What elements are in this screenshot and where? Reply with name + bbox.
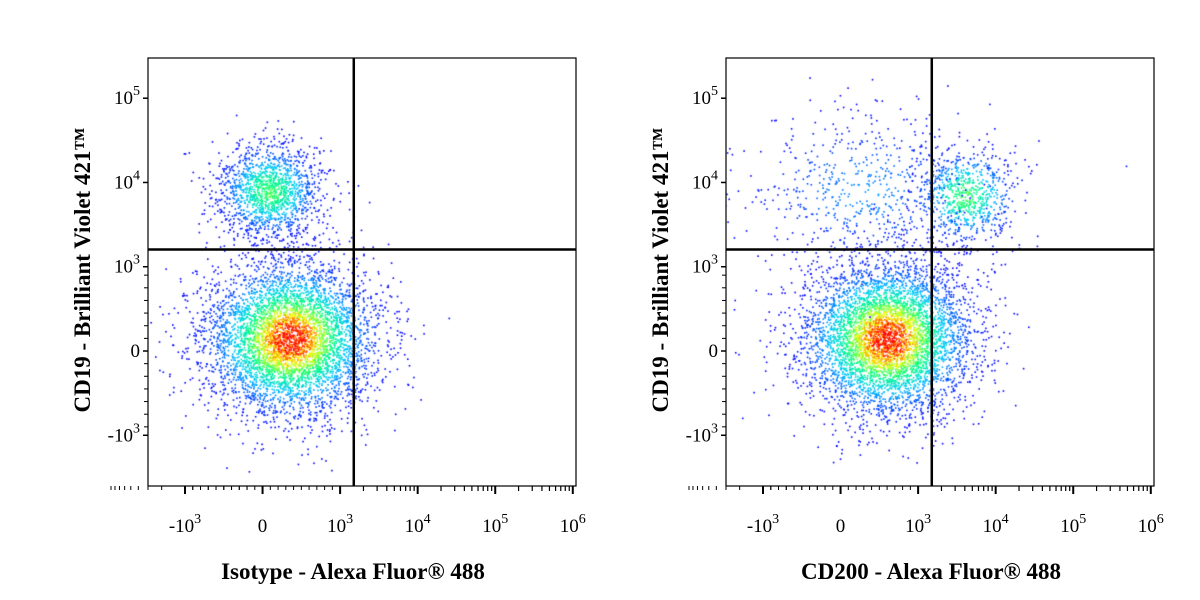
left-x-tick-label: -103 — [169, 512, 201, 537]
right-plot-area — [726, 58, 1154, 486]
right-x-tick-label: -103 — [747, 512, 779, 537]
left-x-ticks — [110, 486, 574, 494]
right-x-tick-label: 0 — [836, 516, 846, 537]
left-x-tick-label: 103 — [327, 512, 353, 537]
left-y-ticks — [143, 97, 148, 437]
right-y-tick-label: 104 — [692, 168, 718, 193]
left-y-tick-label: 105 — [114, 84, 140, 109]
left-y-tick-labels: 105 104 103 0 -103 — [108, 84, 140, 446]
right-x-tick-label: 106 — [1138, 512, 1164, 537]
left-y-tick-label: 103 — [114, 253, 140, 278]
left-plot-frame — [147, 57, 577, 487]
right-x-tick-label: 103 — [905, 512, 931, 537]
right-y-tick-label: -103 — [686, 421, 718, 446]
left-x-axis-label: Isotype - Alexa Fluor® 488 — [221, 559, 485, 584]
right-x-axis-label: CD200 - Alexa Fluor® 488 — [801, 559, 1061, 584]
right-x-ticks — [688, 486, 1152, 494]
left-y-tick-label: 104 — [114, 168, 140, 193]
right-y-axis-label: CD19 - Brilliant Violet 421™ — [648, 128, 673, 413]
left-x-tick-labels: -103 0 103 104 105 106 — [169, 512, 586, 537]
left-x-tick-label: 104 — [405, 512, 431, 537]
left-y-tick-label: 0 — [131, 341, 141, 362]
left-plot-svg: CD19 - Brilliant Violet 421™ Isotype - A… — [70, 57, 586, 584]
right-x-tick-label: 105 — [1060, 512, 1086, 537]
left-x-tick-label: 106 — [560, 512, 586, 537]
right-x-tick-labels: -103 0 103 104 105 106 — [747, 512, 1164, 537]
left-density-dots — [148, 58, 576, 486]
left-y-axis-label: CD19 - Brilliant Violet 421™ — [70, 128, 95, 413]
left-x-tick-label: 0 — [258, 516, 268, 537]
right-y-ticks — [721, 97, 726, 437]
right-y-tick-label: 103 — [692, 253, 718, 278]
left-x-tick-label: 105 — [482, 512, 508, 537]
left-flow-plot-panel: CD19 - Brilliant Violet 421™ Isotype - A… — [70, 57, 586, 584]
right-x-tick-label: 104 — [983, 512, 1009, 537]
right-y-tick-label: 105 — [692, 84, 718, 109]
right-plot-frame — [725, 57, 1155, 487]
right-y-tick-labels: 105 104 103 0 -103 — [686, 84, 718, 446]
right-y-tick-label: 0 — [709, 341, 719, 362]
right-flow-plot-panel: CD19 - Brilliant Violet 421™ CD200 - Ale… — [578, 0, 1178, 600]
right-plot-svg: CD19 - Brilliant Violet 421™ CD200 - Ale… — [648, 57, 1164, 584]
right-density-dots — [726, 58, 1154, 486]
left-plot-area — [148, 58, 576, 486]
left-y-tick-label: -103 — [108, 421, 140, 446]
